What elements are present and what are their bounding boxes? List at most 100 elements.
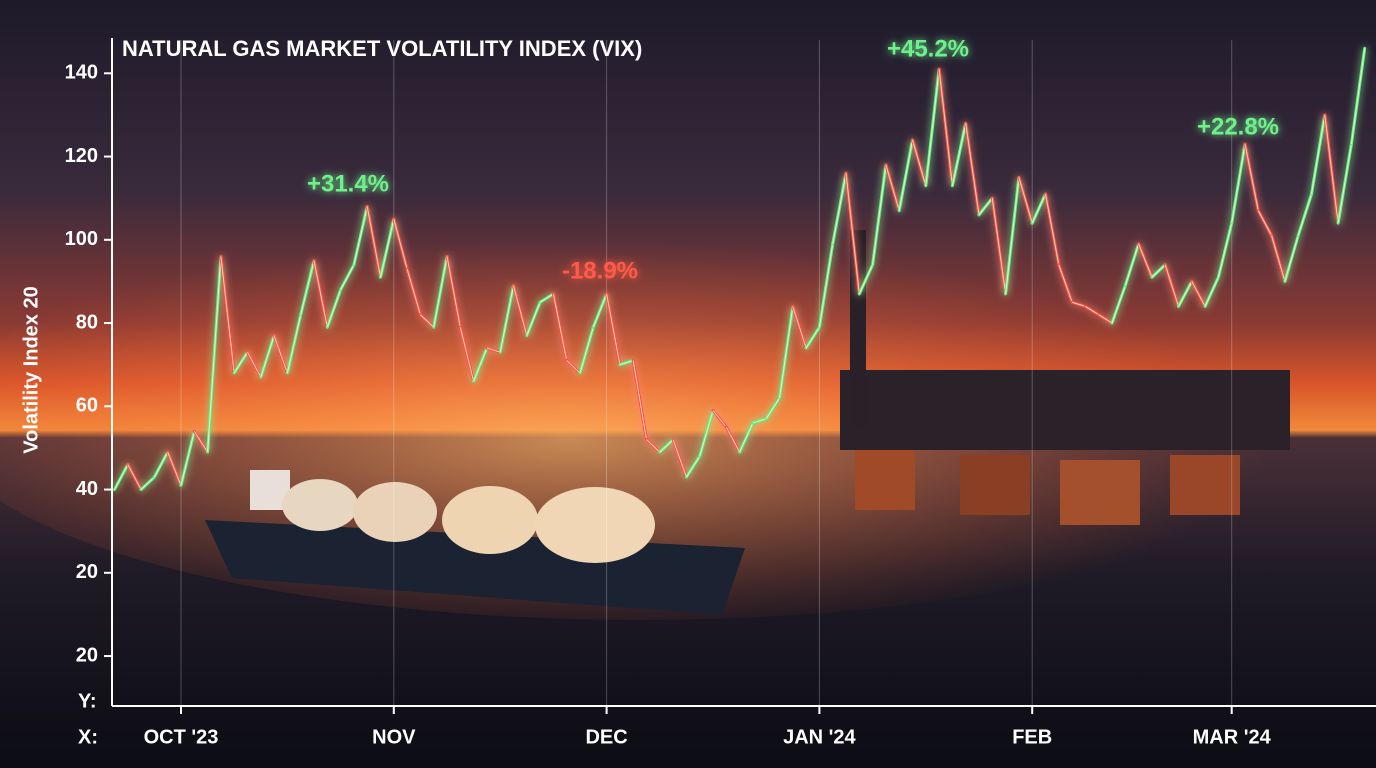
line-core bbox=[646, 439, 661, 453]
x-tick-label: FEB bbox=[1012, 726, 1052, 748]
line-core bbox=[566, 360, 581, 374]
annotation: +45.2% bbox=[887, 35, 969, 62]
line-core bbox=[1164, 264, 1179, 307]
x-axis-prefix: X: bbox=[78, 726, 98, 748]
annotation: +22.8% bbox=[1197, 113, 1279, 140]
y-tick-label: 20 bbox=[76, 561, 98, 583]
line-core bbox=[1031, 193, 1046, 224]
line-core bbox=[739, 422, 754, 453]
y-tick-label: 80 bbox=[76, 311, 98, 333]
line-core bbox=[526, 302, 541, 336]
x-tick-label: MAR '24 bbox=[1193, 726, 1272, 748]
line-core bbox=[818, 243, 834, 328]
line-core bbox=[207, 256, 222, 453]
line-core bbox=[885, 164, 900, 211]
line-core bbox=[858, 264, 874, 295]
line-core bbox=[353, 206, 368, 265]
lng-ship bbox=[205, 470, 745, 615]
line-core bbox=[433, 256, 448, 328]
oil-platform bbox=[840, 230, 1290, 525]
line-core bbox=[592, 293, 608, 328]
line-core bbox=[1297, 193, 1312, 236]
line-core bbox=[1111, 285, 1126, 324]
line-core bbox=[991, 198, 1007, 294]
line-core bbox=[951, 123, 967, 186]
line-core bbox=[792, 306, 807, 349]
line-core bbox=[1350, 48, 1366, 145]
y-axis-prefix: Y: bbox=[78, 690, 97, 712]
line-core bbox=[167, 451, 182, 486]
line-core bbox=[1045, 193, 1060, 265]
annotation: +31.4% bbox=[307, 170, 389, 197]
line-core bbox=[513, 285, 528, 336]
line-core bbox=[845, 173, 860, 294]
line-core bbox=[326, 289, 342, 328]
line-core bbox=[286, 314, 302, 374]
line-core bbox=[685, 455, 701, 478]
line-core bbox=[1151, 264, 1166, 278]
line-core bbox=[1191, 281, 1206, 307]
line-core bbox=[220, 256, 235, 374]
line-core bbox=[898, 139, 913, 211]
line-core bbox=[273, 335, 288, 374]
line-core bbox=[832, 173, 847, 245]
line-core bbox=[912, 139, 927, 186]
line-core bbox=[193, 431, 209, 453]
line-core bbox=[579, 327, 594, 374]
line-core bbox=[127, 464, 142, 490]
line-core bbox=[1085, 305, 1099, 316]
chart-title: NATURAL GAS MARKET VOLATILITY INDEX (VIX… bbox=[122, 36, 642, 61]
line-core bbox=[1244, 143, 1259, 211]
line-core bbox=[1124, 243, 1140, 286]
line-core bbox=[1217, 223, 1233, 278]
line-core bbox=[1337, 143, 1352, 224]
line-core bbox=[752, 418, 767, 424]
line-core bbox=[380, 218, 395, 278]
line-core bbox=[260, 335, 275, 378]
line-core bbox=[1204, 277, 1219, 307]
line-core bbox=[499, 285, 514, 353]
line-core bbox=[712, 410, 727, 428]
line-core bbox=[340, 264, 355, 290]
line-core bbox=[805, 326, 820, 349]
y-tick-label: 60 bbox=[76, 395, 98, 417]
x-tick-label: JAN '24 bbox=[783, 726, 856, 748]
line-core bbox=[872, 164, 887, 265]
line-core bbox=[1005, 177, 1020, 294]
y-tick-label: 20 bbox=[76, 644, 98, 666]
line-core bbox=[1058, 264, 1073, 303]
y-tick-label: 120 bbox=[65, 145, 98, 167]
line-core bbox=[1271, 235, 1286, 282]
line-core bbox=[247, 351, 262, 378]
line-core bbox=[725, 426, 741, 453]
line-core bbox=[180, 431, 195, 486]
line-core bbox=[619, 360, 634, 366]
line-core bbox=[632, 360, 647, 440]
line-core bbox=[925, 69, 940, 186]
line-core bbox=[300, 260, 315, 315]
line-core bbox=[1284, 235, 1299, 282]
line-core bbox=[486, 347, 501, 353]
line-core bbox=[659, 439, 674, 453]
line-core bbox=[459, 327, 475, 382]
x-tick-label: DEC bbox=[585, 726, 627, 748]
line-core bbox=[366, 206, 381, 278]
y-tick-label: 140 bbox=[65, 62, 98, 84]
line-core bbox=[1324, 114, 1339, 224]
line-core bbox=[1311, 114, 1326, 195]
line-core bbox=[420, 314, 435, 328]
line-core bbox=[552, 293, 568, 361]
line-core bbox=[938, 69, 953, 186]
line-core bbox=[1071, 301, 1086, 307]
line-core bbox=[473, 347, 488, 382]
line-core bbox=[1098, 314, 1113, 324]
y-tick-label: 100 bbox=[65, 228, 98, 250]
line-core bbox=[393, 218, 408, 270]
line-core bbox=[1257, 210, 1273, 236]
line-core bbox=[406, 268, 421, 315]
x-tick-label: OCT '23 bbox=[144, 726, 219, 748]
x-tick-label: NOV bbox=[372, 726, 416, 748]
line-core bbox=[313, 260, 328, 328]
